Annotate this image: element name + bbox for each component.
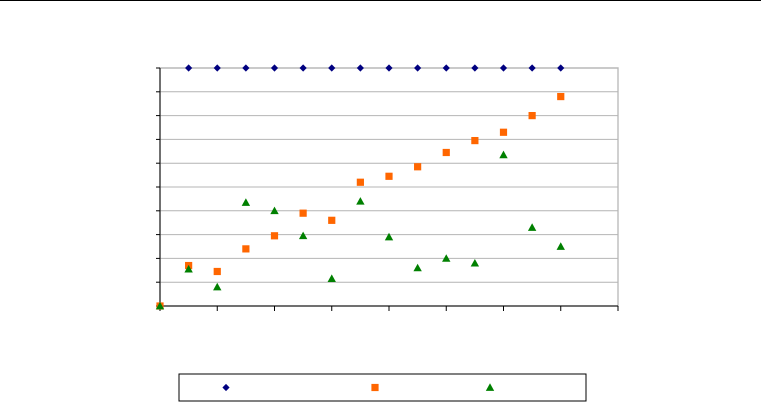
data-point xyxy=(528,64,536,72)
data-point xyxy=(499,64,508,72)
data-point xyxy=(414,163,422,171)
legend xyxy=(178,373,587,402)
data-point xyxy=(557,64,565,72)
axes xyxy=(156,67,619,311)
top-divider xyxy=(0,0,761,1)
legend-box xyxy=(178,373,587,402)
data-point xyxy=(270,206,279,215)
data-point xyxy=(499,128,508,136)
data-point xyxy=(327,274,336,282)
data-point xyxy=(213,282,222,291)
data-point xyxy=(471,64,479,72)
data-point xyxy=(299,209,307,217)
data-point xyxy=(356,64,364,72)
data-point xyxy=(155,301,165,310)
data-point xyxy=(471,136,479,145)
data-point xyxy=(299,64,307,72)
data-point xyxy=(556,242,565,250)
data-point xyxy=(384,232,394,241)
legend-marker xyxy=(222,383,230,392)
data-point xyxy=(242,245,250,253)
data-point xyxy=(298,231,308,240)
data-point xyxy=(185,64,193,72)
data-point xyxy=(385,172,393,180)
data-point xyxy=(356,197,365,205)
data-point xyxy=(356,178,364,186)
series-1 xyxy=(185,64,565,72)
data-points xyxy=(155,64,565,310)
series-3 xyxy=(155,150,565,310)
data-point xyxy=(442,254,451,262)
data-point xyxy=(528,112,536,120)
data-point xyxy=(242,64,250,72)
data-point xyxy=(414,64,422,72)
data-point xyxy=(213,267,221,276)
data-point xyxy=(213,64,221,72)
data-point xyxy=(442,64,450,72)
data-point xyxy=(470,258,480,267)
data-point xyxy=(328,64,336,72)
data-point xyxy=(557,92,565,101)
data-point xyxy=(241,198,251,206)
data-point xyxy=(499,150,508,159)
legend-marker xyxy=(371,383,379,392)
data-point xyxy=(385,64,393,72)
data-point xyxy=(184,264,193,273)
legend-marker xyxy=(485,383,495,391)
legend-entry xyxy=(371,383,379,392)
data-point xyxy=(328,216,336,224)
data-point xyxy=(413,263,422,272)
data-point xyxy=(270,232,279,240)
data-point xyxy=(270,64,279,72)
legend-entry xyxy=(485,383,495,391)
gridlines xyxy=(160,67,618,283)
legend-entry xyxy=(222,383,230,392)
data-point xyxy=(442,148,450,157)
data-point xyxy=(527,223,537,231)
